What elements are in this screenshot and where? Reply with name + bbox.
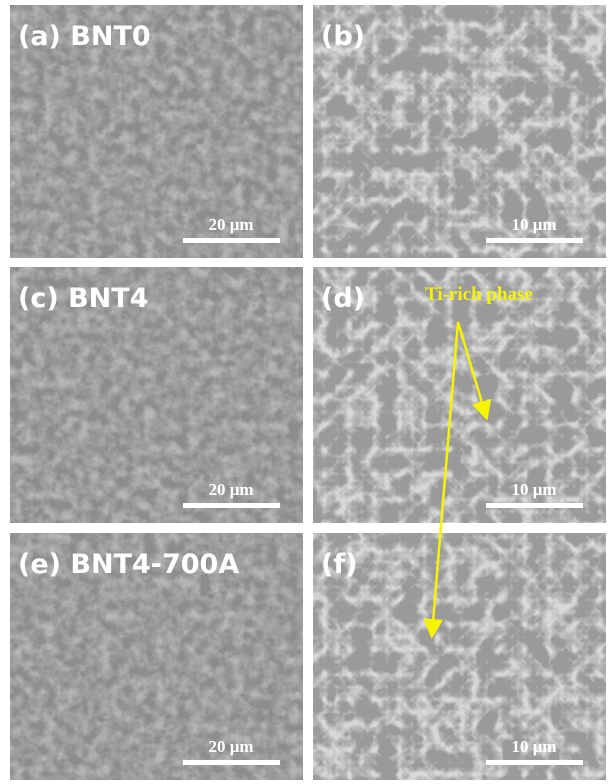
scale-bar-label: 10 μm: [511, 480, 556, 499]
panel: (a) BNT0 20 μm: [10, 5, 303, 258]
panel-label: (b): [321, 21, 365, 52]
scale-bar: [183, 503, 280, 508]
scale-bar-label: 20 μm: [208, 480, 253, 499]
annotation: Ti-rich phase: [425, 284, 533, 305]
scale-bar: [183, 238, 280, 243]
panel-label: (a) BNT0: [18, 21, 151, 52]
panel-label: (e) BNT4-700A: [18, 549, 239, 580]
scale-bar: [183, 760, 280, 765]
scale-bar-label: 20 μm: [208, 215, 253, 234]
panel: (e) BNT4-700A 20 μm: [10, 533, 303, 780]
scale-bar-label: 10 μm: [511, 737, 556, 756]
scale-bar: [486, 238, 583, 243]
scale-bar-label: 20 μm: [208, 737, 253, 756]
figure: (a) BNT0 20 μm (b) 10 μm (c) BNT4 20 μm (d) 10 …: [0, 0, 610, 784]
panel: (f) 10 μm: [313, 533, 606, 780]
panel-label: (f): [321, 549, 357, 580]
panel-label: (d): [321, 283, 365, 314]
scale-bar-label: 10 μm: [511, 215, 556, 234]
panel: (c) BNT4 20 μm: [10, 267, 303, 523]
panel: (b) 10 μm: [313, 5, 606, 258]
panel-label: (c) BNT4: [18, 283, 148, 314]
panel: (d) 10 μm: [313, 267, 606, 523]
scale-bar: [486, 503, 583, 508]
panels: (a) BNT0 20 μm (b) 10 μm (c) BNT4 20 μm (d) 10 …: [10, 5, 606, 780]
scale-bar: [486, 760, 583, 765]
